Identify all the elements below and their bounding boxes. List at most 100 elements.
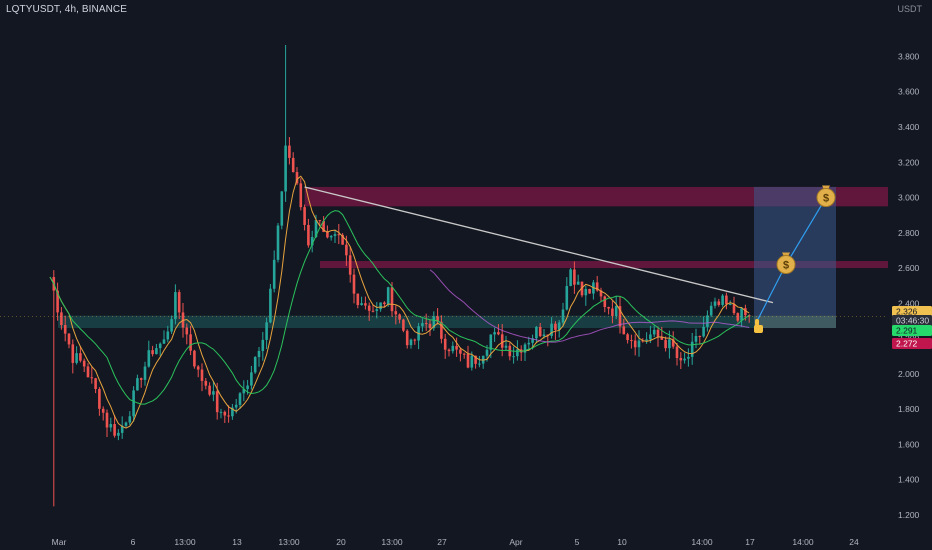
candle-body [128, 416, 132, 423]
zone-layer [58, 186, 889, 329]
candle-body [421, 323, 424, 327]
candle-body [166, 331, 170, 340]
candle-body [117, 432, 120, 436]
candle-body [276, 225, 280, 260]
x-tick-label: 24 [849, 537, 859, 547]
candle-body [242, 389, 246, 394]
candle-body [504, 345, 508, 348]
candle-body [390, 287, 394, 312]
candle-body [500, 334, 504, 348]
candle-body [82, 360, 86, 367]
candle-body [736, 313, 740, 321]
candle-body [295, 172, 299, 184]
candle-body [671, 339, 675, 347]
candle-body [698, 336, 702, 338]
candle-body [614, 306, 618, 316]
candle-body [86, 366, 90, 378]
candle-body [535, 326, 538, 339]
candle-body [318, 220, 322, 222]
svg-text:$: $ [783, 260, 789, 272]
candle-body [402, 319, 405, 331]
candle-body [367, 305, 371, 311]
symbol-title[interactable]: LQTYUSDT, 4h, BINANCE [6, 4, 128, 15]
candle-body [272, 259, 276, 289]
candle-body [702, 326, 705, 337]
upper-resistance-zone [304, 186, 889, 207]
candle-body [227, 415, 230, 417]
candle-body [333, 234, 337, 236]
price-axis[interactable]: 3.800 3.600 3.400 3.200 3.000 2.800 2.600 2.400… [898, 51, 920, 519]
candle-body [679, 358, 683, 361]
candle-body [512, 356, 515, 358]
x-tick-label: 27 [437, 537, 447, 547]
candle-body [459, 349, 462, 354]
x-tick-label: 20 [336, 537, 346, 547]
candle-body [706, 315, 709, 327]
candle-body [652, 329, 656, 335]
candle-body [554, 323, 557, 330]
candle-body [193, 350, 196, 367]
ma-ref-line [429, 269, 750, 343]
candle-body [656, 329, 660, 337]
candle-body [291, 157, 295, 173]
y-tick-label: 2.800 [898, 228, 920, 238]
candle-body [215, 391, 219, 413]
candle-body [143, 366, 147, 380]
candle-body [303, 207, 306, 225]
x-tick-label: 14:00 [691, 537, 713, 547]
price-tag: 03:46:30 [892, 315, 932, 326]
candle-body [345, 244, 348, 256]
price-tag-label: 2.272 [896, 339, 918, 349]
candle-body [595, 282, 599, 291]
candle-body [234, 404, 238, 408]
candle-body [120, 425, 124, 433]
candle-body [690, 341, 694, 357]
candle-body [493, 332, 496, 335]
y-tick-label: 3.000 [898, 193, 920, 203]
candle-body [542, 334, 546, 337]
candles-layer [52, 44, 751, 507]
svg-text:$: $ [823, 193, 829, 205]
candle-body [664, 339, 667, 349]
candle-body [531, 338, 534, 343]
candle-body [60, 312, 63, 326]
candle-body [603, 296, 607, 308]
time-axis[interactable]: Mar 6 13:00 13 13:00 20 13:00 27 Apr 5 10 14:00 17 14… [52, 537, 859, 547]
candle-body [75, 353, 78, 363]
x-tick-label: 13 [232, 537, 242, 547]
candle-body [569, 269, 572, 287]
candle-body [675, 346, 679, 359]
candle-body [668, 339, 671, 349]
x-tick-label: Mar [52, 537, 67, 547]
candle-body [67, 333, 71, 345]
candle-body [527, 342, 531, 345]
candle-body [105, 412, 109, 428]
candle-body [288, 145, 291, 158]
candle-body [109, 424, 113, 428]
candle-body [561, 309, 565, 323]
candle-body [212, 391, 215, 395]
candle-body [489, 334, 493, 350]
candle-body [63, 325, 67, 334]
ma-fast-line [49, 175, 750, 429]
candle-body [356, 293, 360, 306]
y-tick-label: 2.400 [898, 298, 920, 308]
y-tick-label: 3.400 [898, 122, 920, 132]
candle-body [424, 323, 428, 325]
candle-body [413, 339, 417, 341]
candle-body [683, 358, 686, 361]
candle-body [261, 339, 265, 351]
candle-body [732, 303, 736, 314]
candle-body [231, 407, 234, 417]
candle-body [246, 385, 249, 390]
candle-body [645, 339, 648, 341]
candle-body [523, 344, 527, 353]
candle-body [132, 390, 135, 417]
candle-body [352, 274, 356, 294]
candle-body [250, 372, 253, 386]
candle-body [485, 349, 489, 356]
candle-body [740, 308, 743, 321]
candle-body [151, 350, 154, 355]
candle-body [314, 220, 318, 237]
